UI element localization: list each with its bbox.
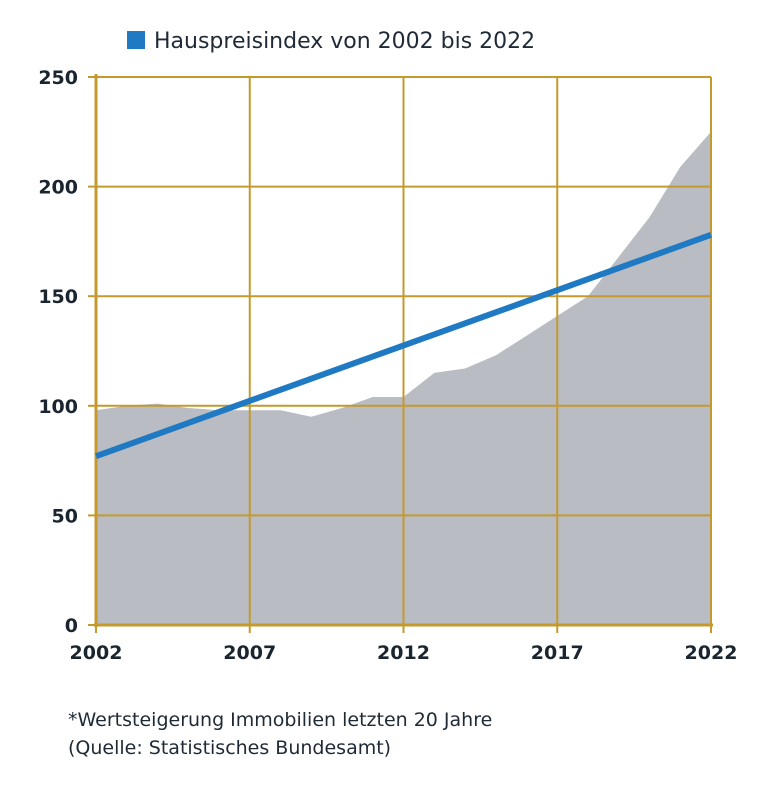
x-tick-label: 2007 [223, 642, 276, 664]
x-tick-label: 2022 [685, 642, 738, 664]
plot-area [94, 74, 713, 627]
chart: 0 50 100 150 200 250 2002 2007 2012 2017 2022 Hau… [38, 29, 738, 664]
legend: Hauspreisindex von 2002 bis 2022 [127, 29, 535, 54]
y-tick-label: 0 [65, 615, 78, 637]
footnote-line-2: (Quelle: Statistisches Bundesamt) [68, 737, 392, 759]
y-tick-label: 200 [38, 177, 78, 199]
x-axis: 2002 2007 2012 2017 2022 [70, 625, 738, 664]
y-tick-label: 100 [38, 396, 78, 418]
x-tick-label: 2017 [531, 642, 584, 664]
y-tick-label: 150 [38, 286, 78, 308]
legend-label: Hauspreisindex von 2002 bis 2022 [154, 29, 535, 54]
y-tick-label: 50 [52, 505, 78, 527]
x-tick-label: 2002 [70, 642, 123, 664]
y-axis: 0 50 100 150 200 250 [38, 67, 96, 637]
footnote: *Wertsteigerung Immobilien letzten 20 Ja… [68, 706, 492, 762]
y-tick-label: 250 [38, 67, 78, 89]
line-series-trend [94, 231, 713, 460]
footnote-line-1: *Wertsteigerung Immobilien letzten 20 Ja… [68, 709, 493, 731]
x-tick-label: 2012 [377, 642, 430, 664]
legend-marker [127, 31, 145, 49]
